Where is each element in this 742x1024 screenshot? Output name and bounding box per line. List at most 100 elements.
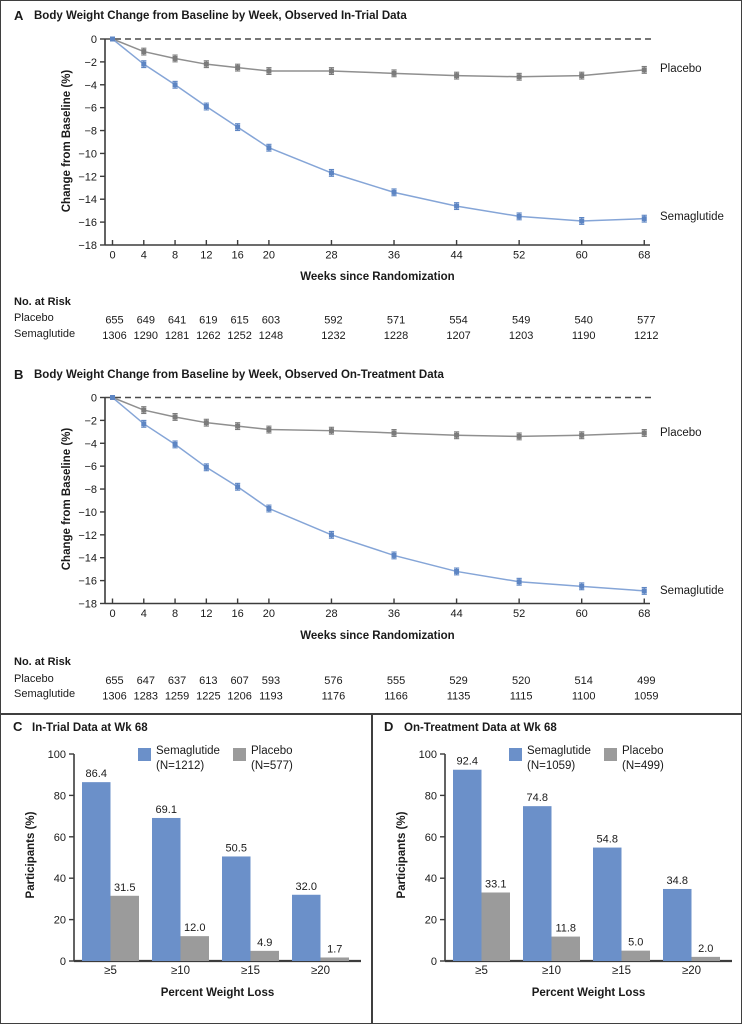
svg-text:16: 16 <box>231 250 243 262</box>
svg-text:499: 499 <box>637 675 655 687</box>
svg-text:100: 100 <box>48 749 66 761</box>
svg-text:20: 20 <box>425 915 437 927</box>
legend-swatch-semaglutide-c <box>138 748 151 761</box>
svg-text:1176: 1176 <box>322 691 346 703</box>
svg-text:−16: −16 <box>78 576 97 588</box>
svg-text:4: 4 <box>141 250 147 262</box>
svg-text:100: 100 <box>419 749 437 761</box>
svg-text:80: 80 <box>54 790 66 802</box>
svg-text:40: 40 <box>425 873 437 885</box>
panel-c-y-axis-label: Participants (%) <box>25 811 37 899</box>
svg-text:1283: 1283 <box>134 691 158 703</box>
svg-text:8: 8 <box>172 250 178 262</box>
panel-a-letter: A <box>14 8 24 23</box>
svg-text:1252: 1252 <box>227 330 251 342</box>
risk-row-label-placebo-b: Placebo <box>14 673 54 685</box>
panel-d-title: On-Treatment Data at Wk 68 <box>404 722 557 734</box>
svg-text:36: 36 <box>388 250 400 262</box>
svg-text:−14: −14 <box>78 553 97 565</box>
svg-text:52: 52 <box>513 250 525 262</box>
svg-text:33.1: 33.1 <box>485 878 506 890</box>
svg-text:554: 554 <box>449 315 467 327</box>
svg-text:12.0: 12.0 <box>184 922 205 934</box>
svg-text:0: 0 <box>91 393 97 405</box>
svg-text:571: 571 <box>387 315 405 327</box>
legend-n-placebo-d: (N=499) <box>622 760 664 772</box>
svg-text:8: 8 <box>172 608 178 620</box>
svg-text:576: 576 <box>324 675 342 687</box>
legend-label-semaglutide-d: Semaglutide <box>527 745 591 757</box>
svg-text:28: 28 <box>325 250 337 262</box>
svg-text:−16: −16 <box>78 217 97 229</box>
svg-text:619: 619 <box>199 315 217 327</box>
svg-text:20: 20 <box>54 915 66 927</box>
panel-a-title: Body Weight Change from Baseline by Week… <box>34 10 407 22</box>
risk-row-label-placebo-a: Placebo <box>14 312 54 324</box>
svg-text:655: 655 <box>105 675 123 687</box>
svg-text:1203: 1203 <box>509 330 533 342</box>
series-label-semaglutide-a: Semaglutide <box>660 211 724 223</box>
svg-text:593: 593 <box>262 675 280 687</box>
legend-label-placebo-d: Placebo <box>622 745 664 757</box>
svg-text:20: 20 <box>263 250 275 262</box>
svg-text:1232: 1232 <box>321 330 345 342</box>
svg-text:641: 641 <box>168 315 186 327</box>
svg-text:555: 555 <box>387 675 405 687</box>
svg-text:12: 12 <box>200 608 212 620</box>
svg-text:44: 44 <box>450 250 462 262</box>
svg-text:≥20: ≥20 <box>311 965 330 977</box>
svg-text:613: 613 <box>199 675 217 687</box>
svg-text:≥5: ≥5 <box>475 965 488 977</box>
svg-text:≥15: ≥15 <box>241 965 260 977</box>
series-label-placebo-a: Placebo <box>660 63 702 75</box>
legend-label-placebo-c: Placebo <box>251 745 293 757</box>
svg-text:1059: 1059 <box>634 691 658 703</box>
svg-text:−6: −6 <box>84 103 97 115</box>
svg-text:−14: −14 <box>78 194 97 206</box>
svg-text:−2: −2 <box>84 57 97 69</box>
svg-text:1100: 1100 <box>572 691 596 703</box>
panel-b-letter: B <box>14 367 24 382</box>
svg-text:647: 647 <box>137 675 155 687</box>
svg-text:−2: −2 <box>84 415 97 427</box>
svg-text:592: 592 <box>324 315 342 327</box>
svg-text:68: 68 <box>638 250 650 262</box>
panel-b-title: Body Weight Change from Baseline by Week… <box>34 369 444 381</box>
svg-text:−8: −8 <box>84 126 97 138</box>
panel-c-letter: C <box>13 719 23 734</box>
svg-text:540: 540 <box>575 315 593 327</box>
svg-text:4: 4 <box>141 608 147 620</box>
svg-text:≥10: ≥10 <box>171 965 190 977</box>
risk-table-a-title: No. at Risk <box>14 296 71 308</box>
svg-text:40: 40 <box>54 873 66 885</box>
svg-text:520: 520 <box>512 675 530 687</box>
svg-text:−10: −10 <box>78 148 97 160</box>
svg-text:−4: −4 <box>84 80 97 92</box>
svg-text:52: 52 <box>513 608 525 620</box>
panel-c-x-axis-label: Percent Weight Loss <box>160 987 275 999</box>
panel-d-x-axis-label: Percent Weight Loss <box>531 987 646 999</box>
svg-text:1166: 1166 <box>384 691 408 703</box>
svg-text:577: 577 <box>637 315 655 327</box>
svg-text:1.7: 1.7 <box>327 943 342 955</box>
svg-text:69.1: 69.1 <box>156 804 177 816</box>
svg-text:1281: 1281 <box>165 330 189 342</box>
svg-text:80: 80 <box>425 790 437 802</box>
svg-text:5.0: 5.0 <box>628 937 643 949</box>
svg-text:655: 655 <box>105 315 123 327</box>
svg-text:0: 0 <box>109 250 115 262</box>
svg-text:1290: 1290 <box>134 330 158 342</box>
svg-text:44: 44 <box>450 608 462 620</box>
svg-text:1135: 1135 <box>447 691 471 703</box>
svg-text:16: 16 <box>231 608 243 620</box>
svg-text:12: 12 <box>200 250 212 262</box>
svg-text:−18: −18 <box>78 598 97 610</box>
svg-text:≥5: ≥5 <box>104 965 117 977</box>
svg-text:0: 0 <box>109 608 115 620</box>
svg-text:34.8: 34.8 <box>667 875 688 887</box>
svg-text:−4: −4 <box>84 438 97 450</box>
svg-text:1225: 1225 <box>196 691 220 703</box>
legend-label-semaglutide-c: Semaglutide <box>156 745 220 757</box>
